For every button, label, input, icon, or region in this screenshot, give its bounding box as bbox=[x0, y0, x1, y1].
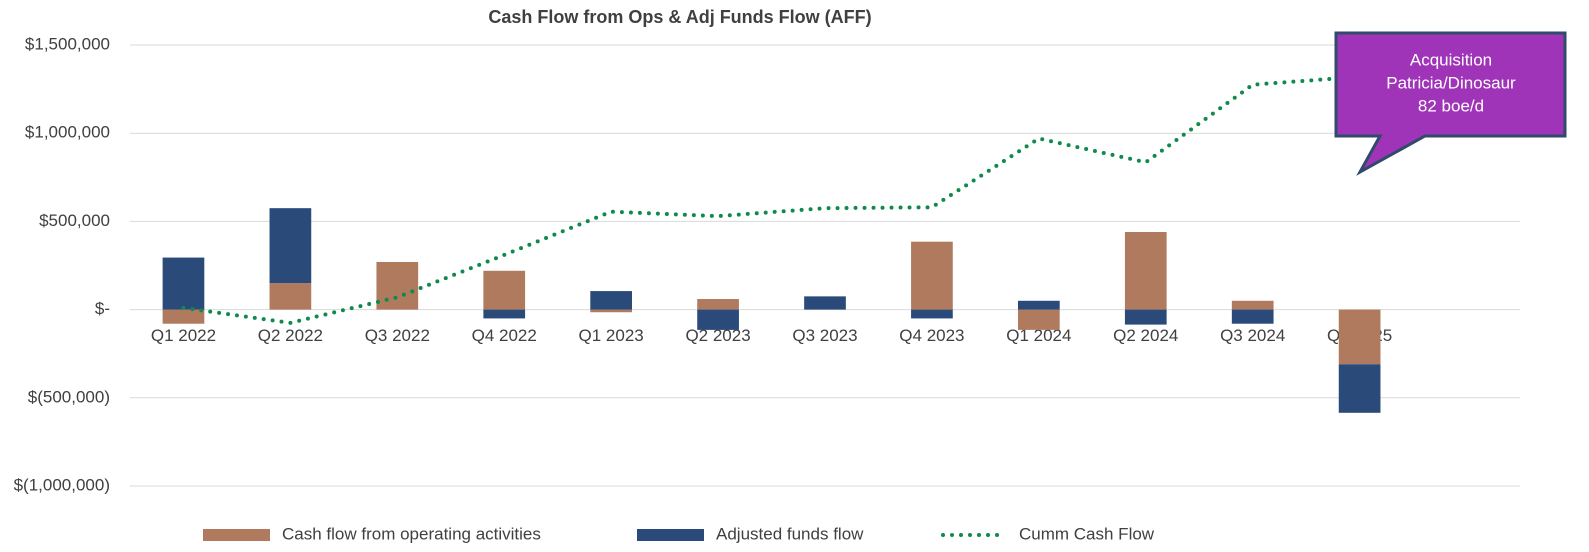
x-tick-label: Q1 2024 bbox=[1006, 326, 1071, 345]
callout: Acquisition Patricia/Dinosaur 82 boe/d bbox=[1334, 31, 1567, 176]
bar bbox=[911, 309, 953, 319]
x-tick-label: Q3 2024 bbox=[1220, 326, 1285, 345]
y-tick-label: $(500,000) bbox=[28, 387, 110, 406]
bar bbox=[1231, 309, 1274, 324]
x-tick-label: Q1 2022 bbox=[151, 326, 216, 345]
callout-text: Acquisition bbox=[1410, 50, 1492, 69]
x-tick-label: Q1 2023 bbox=[579, 326, 644, 345]
y-tick-label: $(1,000,000) bbox=[14, 475, 110, 494]
bar bbox=[1124, 309, 1167, 325]
x-tick-label: Q4 2022 bbox=[472, 326, 537, 345]
bar bbox=[1231, 300, 1274, 310]
bar bbox=[162, 309, 205, 324]
legend-swatch bbox=[637, 529, 704, 541]
bar bbox=[483, 270, 526, 310]
bar bbox=[1124, 231, 1167, 310]
x-tick-label: Q2 2023 bbox=[685, 326, 750, 345]
y-tick-label: $1,000,000 bbox=[25, 123, 110, 142]
legend-label: Cumm Cash Flow bbox=[1019, 524, 1155, 543]
bar bbox=[269, 208, 312, 284]
chart-title: Cash Flow from Ops & Adj Funds Flow (AFF… bbox=[488, 7, 871, 27]
bar bbox=[162, 257, 205, 310]
bar bbox=[590, 309, 633, 313]
bar bbox=[697, 309, 739, 330]
bar bbox=[1017, 309, 1060, 330]
bar bbox=[1338, 309, 1381, 365]
legend-label: Cash flow from operating activities bbox=[282, 524, 541, 543]
legend-label: Adjusted funds flow bbox=[716, 524, 864, 543]
x-tick-label: Q3 2023 bbox=[792, 326, 857, 345]
bar bbox=[269, 283, 312, 310]
x-tick-label: Q2 2022 bbox=[258, 326, 323, 345]
y-tick-label: $1,500,000 bbox=[25, 34, 110, 53]
bar bbox=[1017, 300, 1060, 310]
callout-text: 82 boe/d bbox=[1418, 96, 1484, 115]
line bbox=[181, 74, 1362, 325]
x-tick-label: Q3 2022 bbox=[365, 326, 430, 345]
x-tick-label: Q2 2024 bbox=[1113, 326, 1178, 345]
x-tick-label: Q4 2023 bbox=[899, 326, 964, 345]
y-tick-label: $- bbox=[95, 299, 110, 318]
legend-swatch bbox=[203, 529, 270, 541]
bar bbox=[590, 291, 633, 310]
bar bbox=[911, 241, 953, 310]
callout-box bbox=[1334, 31, 1567, 176]
bar bbox=[697, 299, 739, 310]
y-tick-label: $500,000 bbox=[39, 211, 110, 230]
bar bbox=[804, 296, 846, 310]
bar bbox=[483, 309, 526, 319]
bar bbox=[1338, 364, 1381, 413]
callout-text: Patricia/Dinosaur bbox=[1386, 73, 1516, 92]
bar bbox=[376, 261, 419, 310]
